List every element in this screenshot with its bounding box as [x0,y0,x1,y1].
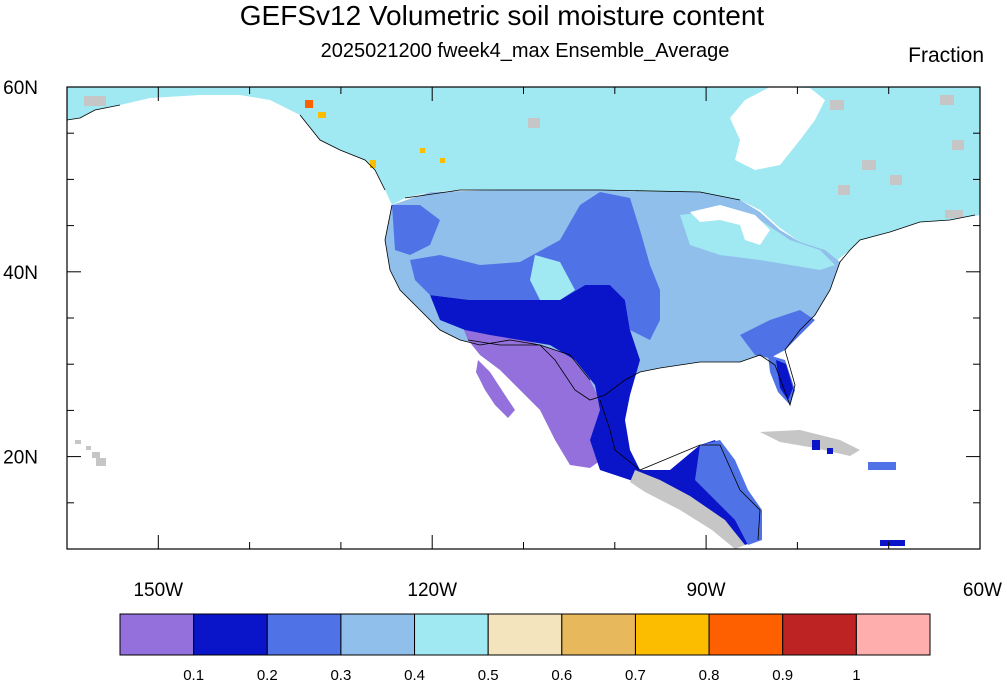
colorbar-label: 0.4 [404,667,425,681]
colorbar-label: 0.3 [330,667,351,681]
colorbar-label: 0.6 [551,667,572,681]
colorbar-swatch [414,613,489,656]
alaska-hotspot-5 [440,158,445,163]
boundaries [67,104,976,541]
colorbar-label: 0.1 [183,667,204,681]
lon-tick-label: 150W [133,580,183,601]
missing-patches-north [84,95,964,218]
axis-ticks: 150W 120W 90W 60W 60N 40N 20N [3,78,1002,601]
lat-tick-label: 20N [3,448,38,469]
map-subtitle: 2025021200 fweek4_max Ensemble_Average [320,40,730,62]
caribbean-low-3 [880,540,905,546]
colorbar: 0.1 0.2 0.3 0.4 0.5 0.6 0.7 0.8 0.9 1 [119,613,931,681]
colorbar-swatch [855,613,931,656]
colorbar-label: 0.9 [772,667,793,681]
colorbar-swatch [193,613,268,656]
alaska-hotspot-3 [370,160,376,168]
colorbar-label: 0.2 [257,667,278,681]
colorbar-label: 0.7 [625,667,646,681]
hawaii-islands [75,440,106,466]
alaska-hotspot-1 [305,100,313,108]
colorbar-swatch [340,613,416,656]
colorbar-label: 0.5 [478,667,499,681]
units-label: Fraction [908,44,984,67]
southeast-mid-region [740,310,815,358]
baja-dry-region [476,360,515,418]
colorbar-swatch [487,613,563,656]
west-coast-mid-region [392,205,440,255]
lon-tick-label: 90W [687,580,726,601]
lon-tick-label: 120W [407,580,457,601]
colorbar-swatch [266,613,342,656]
mexico-dry-region [460,320,615,468]
colorbar-label: 0.8 [699,667,720,681]
colorbar-swatch [561,613,636,656]
soil-moisture-field [67,87,980,549]
map-title: GEFSv12 Volumetric soil moisture content [239,0,765,31]
colorbar-swatch [119,613,195,656]
lat-tick-label: 60N [3,78,38,99]
alaska-hotspot-4 [420,148,425,153]
colorbar-label: 1 [852,667,860,681]
lat-tick-label: 40N [3,263,38,284]
lon-tick-label: 60W [963,580,1002,601]
alaska-hotspot-2 [318,112,326,118]
great-lakes [690,205,770,245]
florida-low-region [776,360,793,400]
caribbean-low-2 [827,448,833,454]
yucatan-region [695,440,762,545]
central-america-edge [630,470,745,549]
hudson-bay [730,87,825,170]
hispaniola-mid [868,462,896,470]
caribbean-low-1 [812,440,820,450]
colorbar-swatch [634,613,710,656]
rockies-high-region [530,255,575,300]
colorbar-swatch [708,613,784,656]
cuba-region [760,430,860,456]
southwest-low-region [430,285,760,545]
colorbar-swatch [782,613,857,656]
